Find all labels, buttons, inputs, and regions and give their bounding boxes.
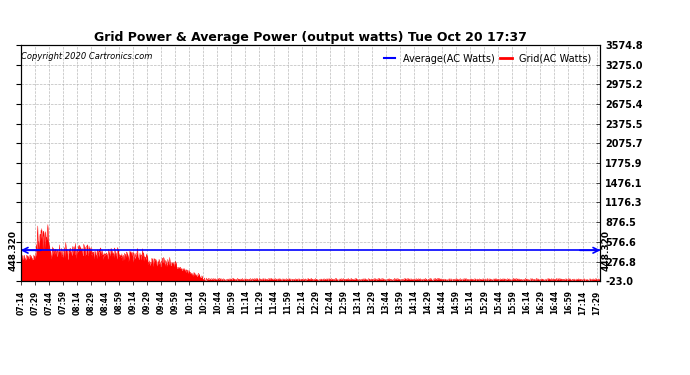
Text: Copyright 2020 Cartronics.com: Copyright 2020 Cartronics.com [21,52,152,61]
Title: Grid Power & Average Power (output watts) Tue Oct 20 17:37: Grid Power & Average Power (output watts… [94,31,527,44]
Text: 448.320: 448.320 [602,230,611,271]
Text: 448.320: 448.320 [9,230,18,271]
Legend: Average(AC Watts), Grid(AC Watts): Average(AC Watts), Grid(AC Watts) [380,50,595,68]
